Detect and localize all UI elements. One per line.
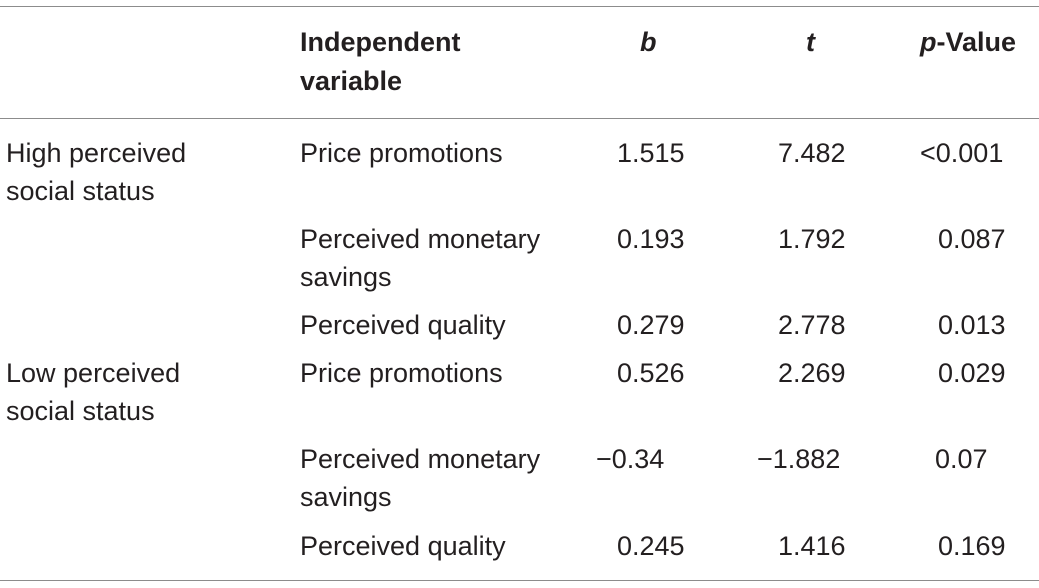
table-top-rule	[0, 6, 1039, 7]
group-label-low-line2: social status	[6, 396, 155, 426]
header-p-symbol: p	[920, 27, 937, 57]
row-variable: Perceived monetary	[300, 444, 541, 474]
row-p-value: <0.001	[920, 138, 1004, 168]
header-p-value: p-Value	[920, 23, 1016, 61]
row-t-value: 1.792	[778, 224, 846, 254]
header-independent-variable-line2: variable	[300, 66, 403, 96]
header-b-symbol: b	[640, 27, 657, 57]
row-variable-line2: savings	[300, 262, 392, 292]
row-variable: Price promotions	[300, 358, 503, 388]
row-b-value: 1.515	[617, 138, 685, 168]
row-b-value: 0.193	[617, 224, 685, 254]
row-p-value: 0.087	[938, 224, 1006, 254]
header-b: b	[640, 23, 657, 61]
row-p-value: 0.07	[935, 444, 988, 474]
row-b-value: 0.245	[617, 531, 685, 561]
header-p-suffix: -Value	[936, 27, 1017, 57]
row-variable: Perceived quality	[300, 310, 506, 340]
row-b-value: −0.34	[596, 444, 665, 474]
row-b-value: 0.279	[617, 310, 685, 340]
table-header-rule	[0, 118, 1039, 119]
row-variable: Perceived quality	[300, 531, 506, 561]
row-b-value: 0.526	[617, 358, 685, 388]
row-p-value: 0.169	[938, 531, 1006, 561]
row-p-value: 0.013	[938, 310, 1006, 340]
table-bottom-rule	[0, 580, 1039, 581]
header-t-symbol: t	[806, 27, 815, 57]
group-label-high-line1: High perceived	[6, 138, 187, 168]
row-t-value: 7.482	[778, 138, 846, 168]
group-label-high-line2: social status	[6, 176, 155, 206]
row-variable: Perceived monetary	[300, 224, 541, 254]
row-t-value: 1.416	[778, 531, 846, 561]
row-variable-line2: savings	[300, 482, 392, 512]
row-p-value: 0.029	[938, 358, 1006, 388]
row-variable: Price promotions	[300, 138, 503, 168]
row-t-value: 2.269	[778, 358, 846, 388]
header-t: t	[806, 23, 815, 61]
row-t-value: 2.778	[778, 310, 846, 340]
header-independent-variable-line1: Independent	[300, 27, 461, 57]
group-label-low-line1: Low perceived	[6, 358, 181, 388]
row-t-value: −1.882	[757, 444, 841, 474]
